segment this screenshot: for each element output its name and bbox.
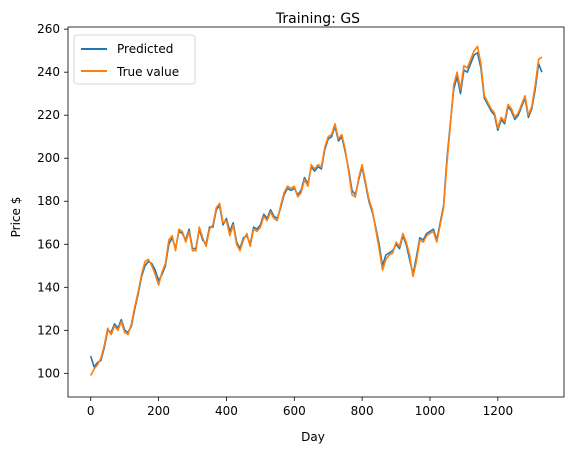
y-tick-label: 160 (37, 237, 60, 251)
y-tick-label: 100 (37, 366, 60, 380)
series-line-true-value (89, 45, 543, 376)
plot-area (68, 27, 564, 397)
y-tick-label: 220 (37, 108, 60, 122)
legend: Predicted True value (73, 34, 196, 85)
legend-label-true-value: True value (116, 65, 179, 79)
y-tick-label: 240 (37, 65, 60, 79)
y-tick-label: 260 (37, 22, 60, 36)
x-tick-label: 400 (215, 404, 238, 418)
series-layer (89, 45, 543, 376)
plot-frame (67, 26, 565, 398)
x-tick-label: 800 (351, 404, 374, 418)
y-tick-label: 180 (37, 194, 60, 208)
x-tick-label: 600 (283, 404, 306, 418)
x-axis-label: Day (301, 430, 325, 444)
chart-title: Training: GS (275, 11, 360, 27)
x-tick-label: 200 (147, 404, 170, 418)
y-tick-label: 200 (37, 151, 60, 165)
x-tick-label: 1000 (415, 404, 446, 418)
x-tick-label: 1200 (483, 404, 514, 418)
x-tick-label: 0 (87, 404, 95, 418)
x-axis-ticks: 0 200 400 600 800 1000 1200 (87, 397, 513, 418)
y-axis-ticks: 100 120 140 160 180 200 220 240 260 (37, 22, 68, 380)
y-axis-label: Price $ (9, 197, 23, 238)
y-tick-label: 120 (37, 323, 60, 337)
y-tick-label: 140 (37, 280, 60, 294)
legend-label-predicted: Predicted (117, 42, 173, 56)
